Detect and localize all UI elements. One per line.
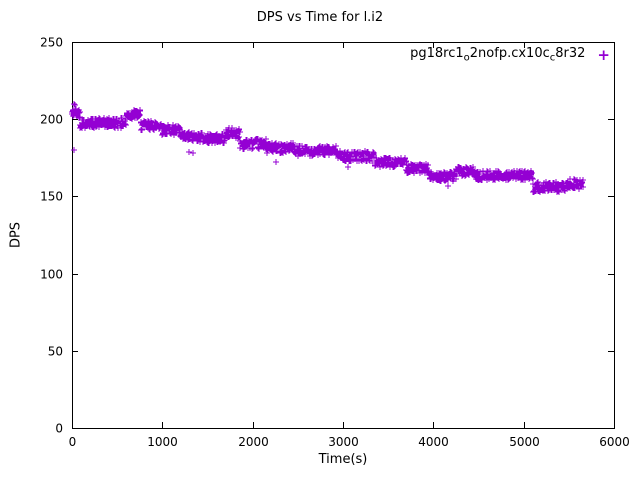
- legend-label-part: 2nofp.cx10c: [469, 46, 550, 61]
- x-tick-label: 0: [69, 435, 77, 449]
- y-tick-label: 250: [40, 36, 63, 50]
- x-tick-label: 2000: [238, 435, 269, 449]
- legend-label-part: pg18rc1: [410, 46, 464, 61]
- plot-border: [72, 42, 615, 429]
- x-tick-label: 4000: [418, 435, 449, 449]
- legend-plus-marker: +: [597, 45, 610, 64]
- legend-label-subscript: c: [549, 52, 556, 64]
- tick-labels: 0 1000 2000 3000 4000 5000 6000 0 50 100 150 200 250: [40, 36, 630, 450]
- y-tick-label: 100: [40, 268, 63, 282]
- chart-title: DPS vs Time for l.i2: [256, 10, 384, 25]
- x-tick-label: 3000: [328, 435, 359, 449]
- x-tick-label: 5000: [509, 435, 540, 449]
- y-tick-label: 150: [40, 190, 63, 204]
- y-tick-label: 0: [55, 422, 63, 436]
- x-tick-label: 6000: [599, 435, 630, 449]
- x-tick-label: 1000: [147, 435, 178, 449]
- y-tick-label: 50: [48, 345, 63, 359]
- x-axis-label: Time(s): [318, 452, 368, 467]
- legend-series-label: pg18rc1o2nofp.cx10cc8r32: [410, 47, 585, 64]
- legend-label-subscript: o: [463, 52, 470, 64]
- y-tick-label: 200: [40, 113, 63, 127]
- legend: pg18rc1o2nofp.cx10cc8r32 +: [410, 47, 610, 64]
- data-points: [69, 101, 586, 195]
- axis-ticks: [72, 42, 615, 429]
- legend-label-part: 8r32: [555, 46, 586, 61]
